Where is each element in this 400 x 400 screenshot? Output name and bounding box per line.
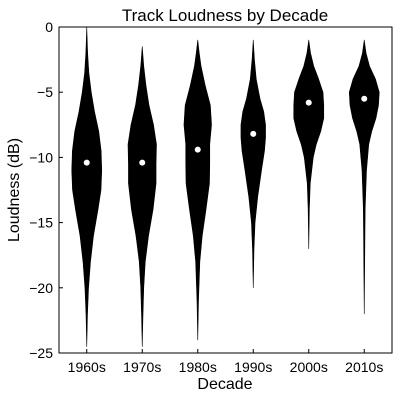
- violin-2010s: [348, 39, 380, 315]
- violin-1990s: [240, 39, 266, 289]
- y-tick-label: −25: [29, 345, 53, 361]
- y-tick-label: −20: [29, 280, 53, 296]
- y-tick-label: −15: [29, 215, 53, 231]
- chart-title: Track Loudness by Decade: [122, 6, 328, 25]
- violin-group: [71, 26, 380, 347]
- median-marker-2000s: [305, 99, 312, 106]
- y-tick-label: −10: [29, 149, 53, 165]
- x-tick-label: 1960s: [68, 359, 106, 375]
- violin-2000s: [293, 39, 325, 249]
- x-axis: 1960s 1970s 1980s 1990s 2000s 2010s: [68, 349, 383, 375]
- x-tick-label: 1980s: [179, 359, 217, 375]
- x-tick-label: 1990s: [234, 359, 272, 375]
- y-tick-label: −5: [37, 84, 53, 100]
- plot-frame: [58, 26, 393, 354]
- x-tick-label: 2000s: [290, 359, 328, 375]
- median-marker-1960s: [83, 159, 90, 166]
- x-axis-label: Decade: [197, 376, 252, 393]
- x-tick-label: 1970s: [123, 359, 161, 375]
- violin-1980s: [183, 39, 212, 341]
- y-tick-label: 0: [45, 19, 53, 35]
- median-marker-group: [83, 95, 368, 166]
- y-axis-label: Loudness (dB): [6, 138, 23, 242]
- median-marker-1970s: [139, 159, 146, 166]
- x-tick-label: 2010s: [345, 359, 383, 375]
- median-marker-1980s: [194, 146, 201, 153]
- violin-1970s: [127, 46, 157, 347]
- y-axis: 0 −5 −10 −15 −20 −25: [29, 19, 63, 361]
- median-marker-1990s: [250, 130, 257, 137]
- violin-1960s: [71, 26, 103, 347]
- median-marker-2010s: [361, 95, 368, 102]
